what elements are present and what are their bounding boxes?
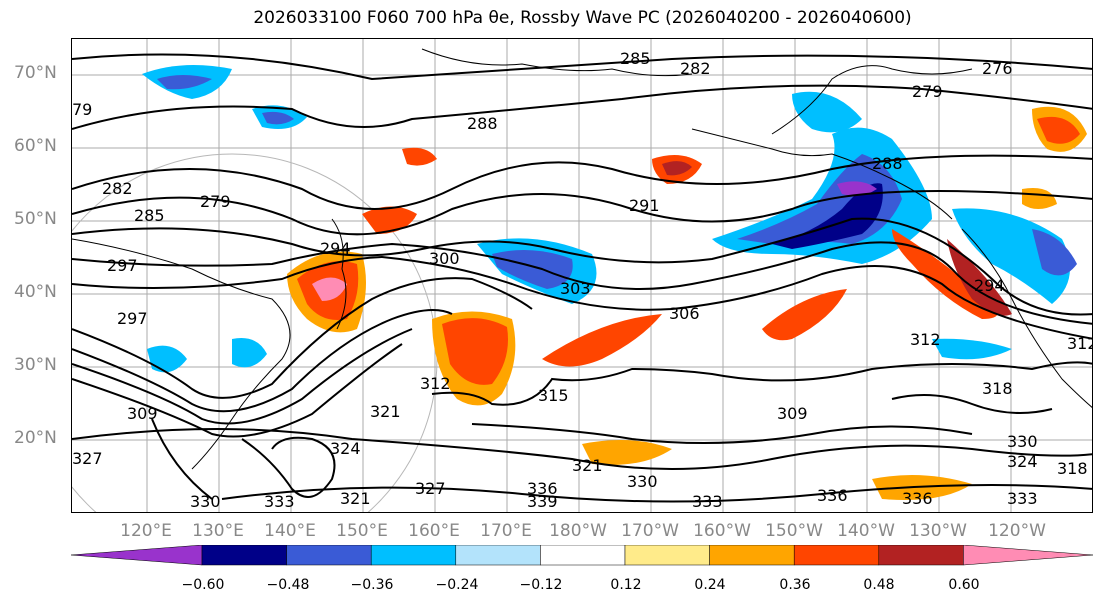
- latitude-label: 20°N: [14, 428, 57, 448]
- contour-label: 336: [527, 479, 558, 498]
- contour-label: 285: [134, 206, 165, 225]
- contour-label: 333: [1007, 489, 1038, 508]
- map-title: 2026033100 F060 700 hPa θe, Rossby Wave …: [253, 8, 912, 28]
- contour-label: 312: [420, 374, 451, 393]
- contour-label: 336: [817, 486, 848, 505]
- contour-label: 330: [1007, 432, 1038, 451]
- contour-label: 333: [692, 492, 723, 511]
- contour-label: 321: [340, 489, 371, 508]
- contour-label: 327: [415, 479, 446, 498]
- latitude-label: 40°N: [14, 282, 57, 302]
- contour-label: 279: [912, 82, 943, 101]
- positive-anomaly-shading: [287, 106, 1087, 500]
- contour-label: 297: [107, 256, 138, 275]
- latitude-label: 50°N: [14, 209, 57, 229]
- colorbar-tick-label: 0.60: [948, 577, 980, 593]
- contour-label: 336: [902, 489, 933, 508]
- contour-label: 312: [1067, 334, 1093, 353]
- contour-label: 306: [669, 304, 700, 323]
- contour-label: 330: [190, 492, 221, 511]
- longitude-label: 150°E: [336, 521, 388, 541]
- contour-label: 285: [620, 49, 651, 68]
- contour-label: 321: [370, 402, 401, 421]
- colorbar-segment: [963, 545, 1094, 566]
- longitude-label: 150°W: [765, 521, 823, 541]
- colorbar-tick-label: 0.12: [610, 577, 642, 593]
- colorbar-tick-label: −0.12: [519, 577, 563, 593]
- contour-label: 79: [72, 100, 92, 119]
- longitude-label: 120°E: [120, 521, 172, 541]
- colorbar-tick-label: −0.24: [435, 577, 479, 593]
- latitude-label: 60°N: [14, 136, 57, 156]
- longitude-label: 130°W: [909, 521, 967, 541]
- contour-label: 300: [429, 249, 460, 268]
- contour-label: 333: [264, 492, 295, 511]
- longitude-label: 170°E: [480, 521, 532, 541]
- latitude-label: 30°N: [14, 355, 57, 375]
- colorbar-segment: [793, 545, 880, 566]
- contour-label: 330: [627, 472, 658, 491]
- colorbar-tick-label: 0.36: [779, 577, 811, 593]
- contour-label: 294: [974, 276, 1005, 295]
- contour-label: 309: [127, 404, 158, 423]
- colorbar-segment: [201, 545, 287, 566]
- contour-label: 324: [330, 439, 361, 458]
- contour-label: 279: [200, 192, 231, 211]
- colorbar-segment: [370, 545, 457, 566]
- contour-label: 297: [117, 309, 148, 328]
- colorbar-segment: [540, 545, 626, 566]
- map-panel[interactable]: 285 282 276 279 79 288 282 285 279 288 2…: [71, 38, 1093, 513]
- longitude-label: 130°E: [192, 521, 244, 541]
- colorbar-tick-label: 0.24: [694, 577, 726, 593]
- colorbar-tick-label: −0.60: [181, 577, 225, 593]
- contour-label: 312: [910, 330, 941, 349]
- contour-label: 291: [629, 196, 660, 215]
- longitude-label: 160°W: [693, 521, 751, 541]
- longitude-label: 140°W: [837, 521, 895, 541]
- contour-label: 288: [872, 154, 903, 173]
- contour-label: 339: [527, 492, 558, 511]
- map-canvas: 285 282 276 279 79 288 282 285 279 288 2…: [72, 39, 1093, 512]
- contour-label: 309: [777, 404, 808, 423]
- longitude-label: 170°W: [621, 521, 679, 541]
- colorbar-segment: [878, 545, 964, 566]
- contour-label: 294: [320, 239, 351, 258]
- colorbar-tick-label: 0.48: [863, 577, 895, 593]
- colorbar-segment: [286, 545, 372, 566]
- longitude-label: 180°W: [549, 521, 607, 541]
- contour-label: 318: [1057, 459, 1088, 478]
- colorbar: [70, 545, 1094, 566]
- contour-label: 315: [538, 386, 569, 405]
- longitude-label: 160°E: [408, 521, 460, 541]
- contour-label: 321: [572, 456, 603, 475]
- longitude-label: 140°E: [264, 521, 316, 541]
- contour-label: 282: [102, 179, 133, 198]
- latitude-label: 70°N: [14, 63, 57, 83]
- contour-label: 288: [467, 114, 498, 133]
- contour-label: 327: [72, 449, 103, 468]
- colorbar-tick-label: −0.36: [350, 577, 394, 593]
- coastlines: [72, 48, 1092, 470]
- contour-label: 276: [982, 59, 1013, 78]
- colorbar-segment: [455, 545, 541, 566]
- contour-label: 282: [680, 59, 711, 78]
- colorbar-segment: [70, 545, 203, 566]
- contour-label-group: 285 282 276 279 79 288 282 285 279 288 2…: [72, 49, 1093, 511]
- colorbar-segment: [709, 545, 795, 566]
- theta-e-contours: [72, 53, 1092, 503]
- colorbar-segment: [624, 545, 710, 566]
- contour-label: 318: [982, 379, 1013, 398]
- contour-label: 303: [560, 279, 591, 298]
- longitude-label: 120°W: [988, 521, 1046, 541]
- colorbar-tick-label: −0.48: [266, 577, 310, 593]
- contour-label: 324: [1007, 452, 1038, 471]
